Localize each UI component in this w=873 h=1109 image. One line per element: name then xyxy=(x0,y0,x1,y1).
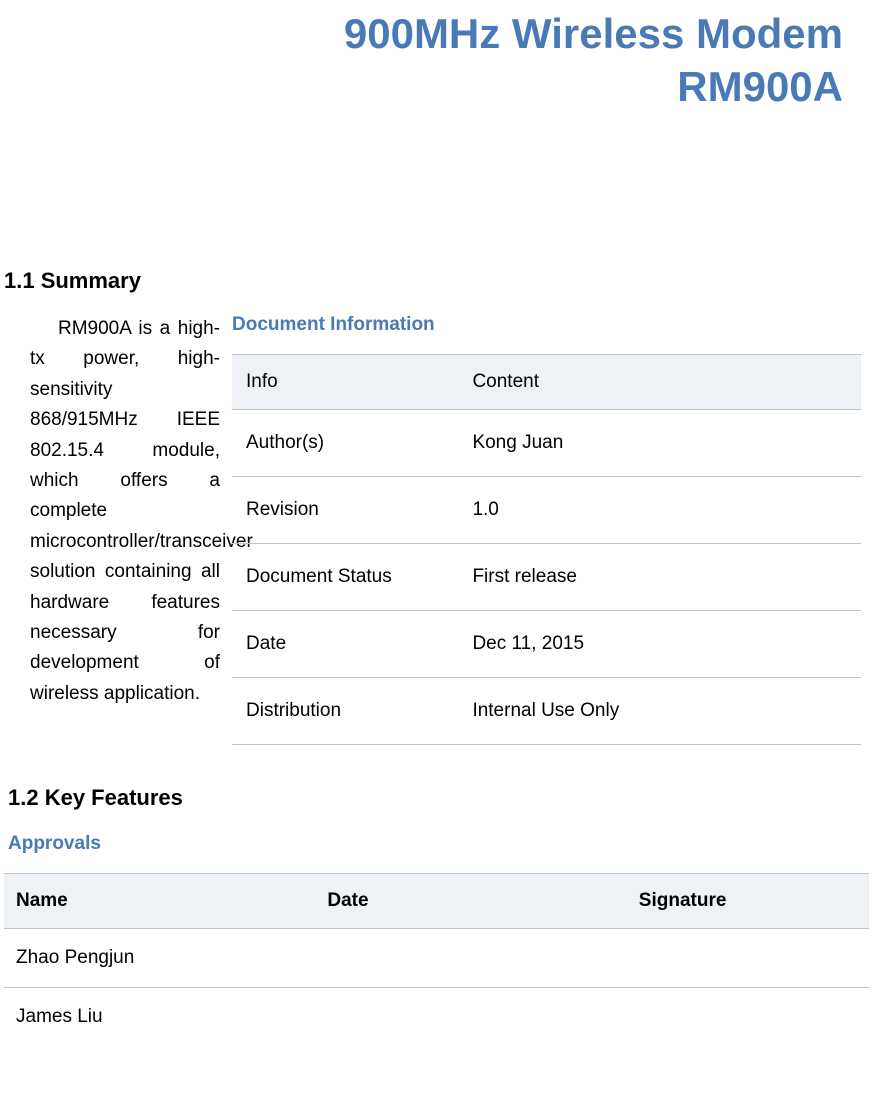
approvals-col-name: Name xyxy=(4,874,315,929)
key-features-heading: 1.2 Key Features xyxy=(4,785,869,811)
docinfo-col-content: Content xyxy=(458,355,861,410)
document-title: 900MHz Wireless Modem RM900A xyxy=(0,0,873,113)
cell-content: Dec 11, 2015 xyxy=(458,611,861,678)
summary-text: RM900A is a high-tx power, high-sensitiv… xyxy=(0,314,220,709)
table-row: Distribution Internal Use Only xyxy=(232,678,861,745)
summary-paragraph: RM900A is a high-tx power, high-sensitiv… xyxy=(30,314,220,709)
approvals-col-date: Date xyxy=(315,874,626,929)
cell-content: Kong Juan xyxy=(458,410,861,477)
docinfo-heading: Document Information xyxy=(232,314,861,336)
docinfo-table: Info Content Author(s) Kong Juan Revisio… xyxy=(232,354,861,745)
docinfo-col-info: Info xyxy=(232,355,458,410)
title-line2: RM900A xyxy=(0,61,843,114)
table-row: Document Status First release xyxy=(232,544,861,611)
cell-name: James Liu xyxy=(4,988,315,1047)
summary-heading: 1.1 Summary xyxy=(0,268,873,294)
table-row: Date Dec 11, 2015 xyxy=(232,611,861,678)
cell-signature xyxy=(627,929,869,988)
cell-content: First release xyxy=(458,544,861,611)
approvals-col-signature: Signature xyxy=(627,874,869,929)
cell-info: Distribution xyxy=(232,678,458,745)
cell-info: Revision xyxy=(232,477,458,544)
cell-signature xyxy=(627,988,869,1047)
cell-content: 1.0 xyxy=(458,477,861,544)
approvals-heading: Approvals xyxy=(8,833,869,855)
cell-info: Date xyxy=(232,611,458,678)
table-row: James Liu xyxy=(4,988,869,1047)
cell-info: Document Status xyxy=(232,544,458,611)
cell-name: Zhao Pengjun xyxy=(4,929,315,988)
cell-info: Author(s) xyxy=(232,410,458,477)
cell-content: Internal Use Only xyxy=(458,678,861,745)
content-area: 1.1 Summary RM900A is a high-tx power, h… xyxy=(0,268,873,1046)
title-line1: 900MHz Wireless Modem xyxy=(0,8,843,61)
table-row: Author(s) Kong Juan xyxy=(232,410,861,477)
table-row: Revision 1.0 xyxy=(232,477,861,544)
key-features-section: 1.2 Key Features Approvals Name Date Sig… xyxy=(0,785,873,1046)
table-row: Zhao Pengjun xyxy=(4,929,869,988)
docinfo-block: Document Information Info Content Author… xyxy=(232,314,873,745)
cell-date xyxy=(315,988,626,1047)
approvals-table: Name Date Signature Zhao Pengjun James L… xyxy=(4,873,869,1046)
summary-row: RM900A is a high-tx power, high-sensitiv… xyxy=(0,314,873,745)
cell-date xyxy=(315,929,626,988)
